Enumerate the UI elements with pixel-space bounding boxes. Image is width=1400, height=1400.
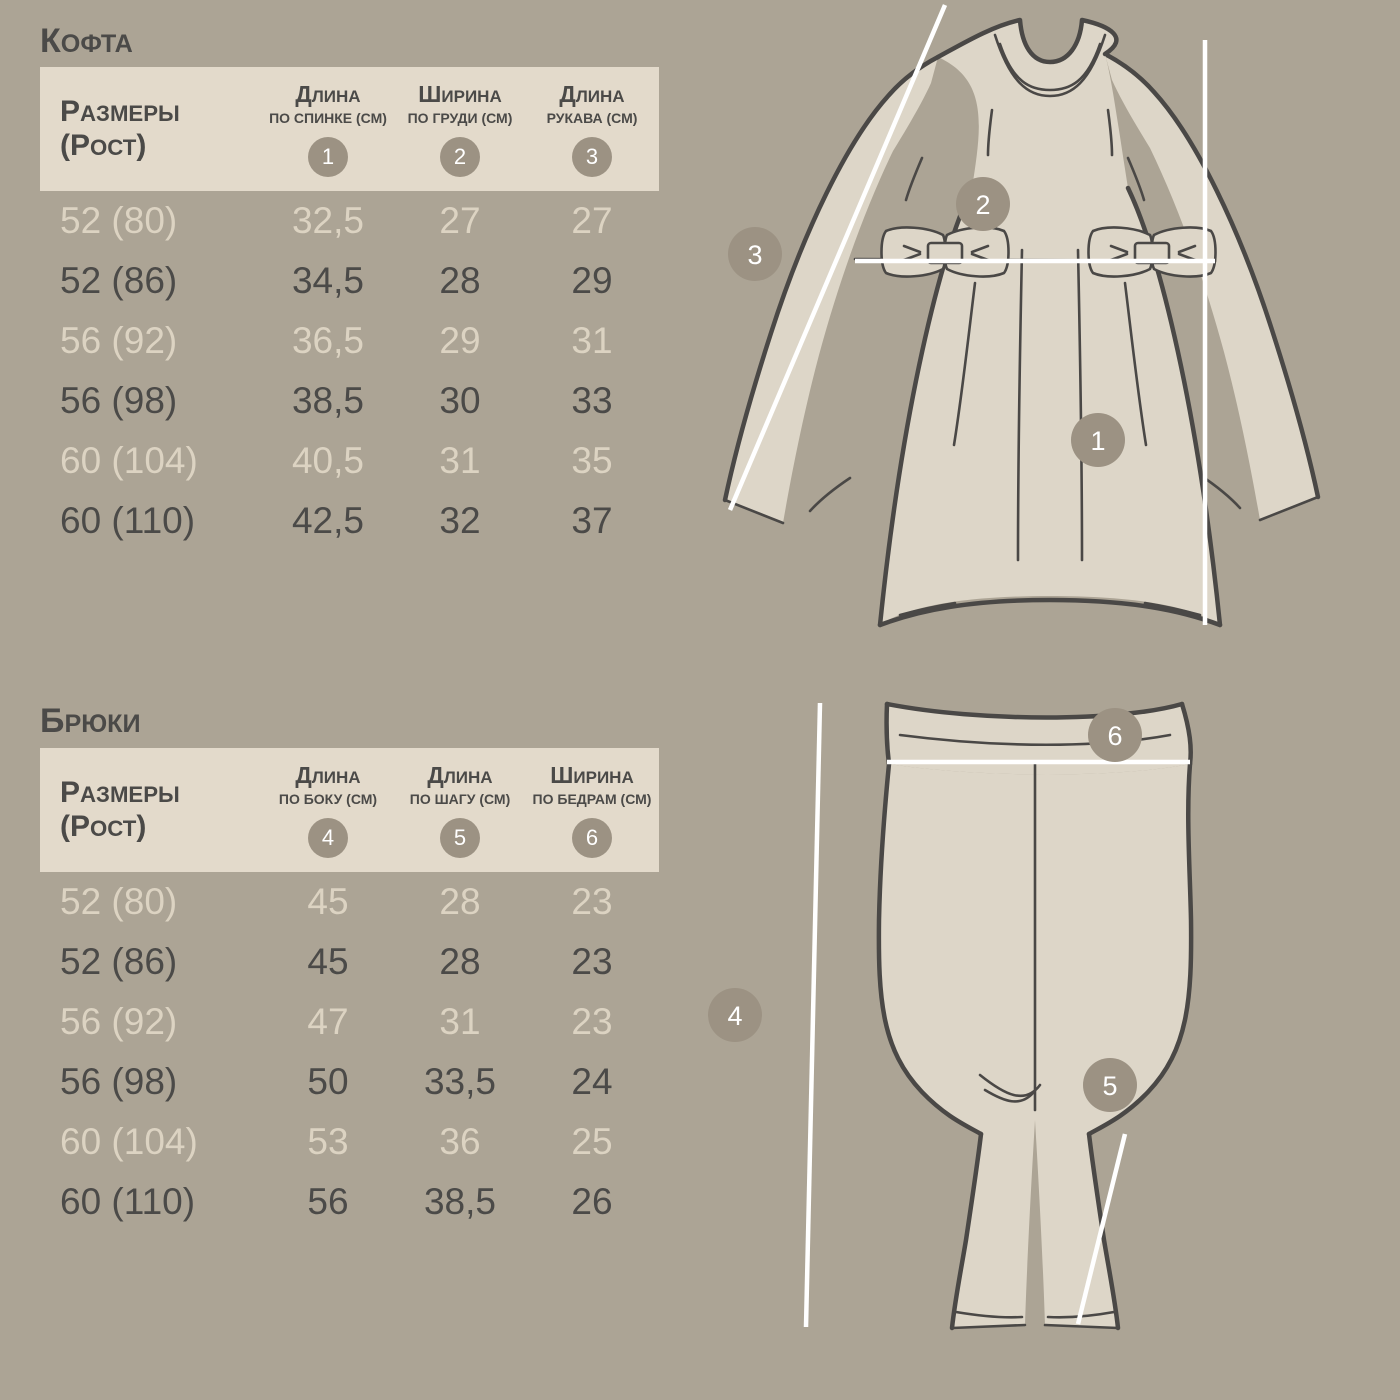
- svg-text:4: 4: [727, 1001, 742, 1031]
- svg-text:1: 1: [1090, 426, 1105, 456]
- svg-text:3: 3: [747, 240, 762, 270]
- svg-text:5: 5: [1102, 1071, 1117, 1101]
- svg-text:6: 6: [1107, 721, 1122, 751]
- svg-text:2: 2: [975, 190, 990, 220]
